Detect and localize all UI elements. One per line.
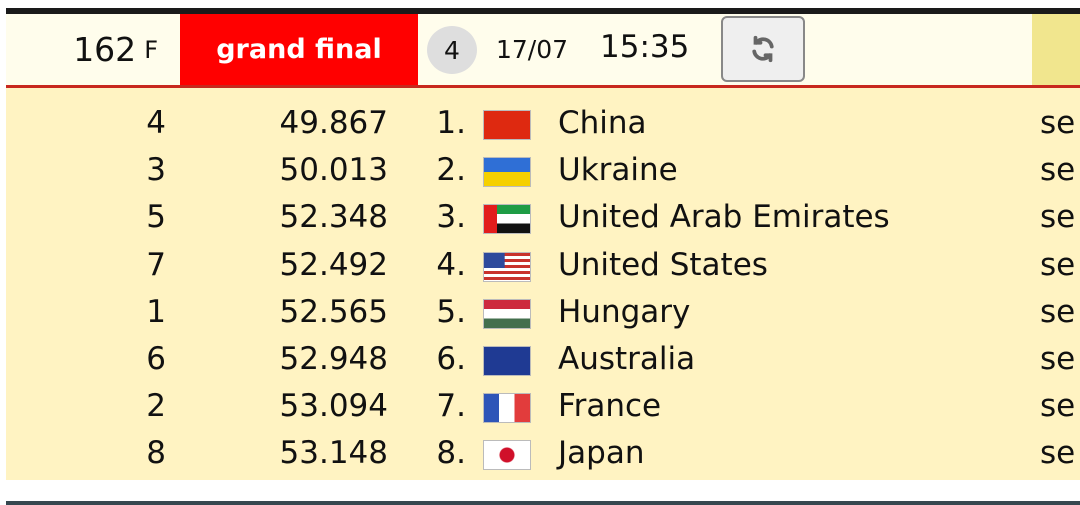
result-row[interactable]: 5 52.348 3. United Arab Emirates se xyxy=(6,194,1080,241)
result-time: 52.948 xyxy=(279,341,388,377)
result-time: 53.148 xyxy=(279,435,388,472)
country-name: France xyxy=(558,388,662,425)
rank: 5. xyxy=(436,293,466,330)
country-name: Australia xyxy=(558,341,696,377)
event-number-value: 162 xyxy=(73,30,137,69)
country-name: Hungary xyxy=(558,293,691,330)
lane-number: 3 xyxy=(146,152,166,189)
rank: 1. xyxy=(436,105,466,141)
rank: 2. xyxy=(436,152,466,189)
refresh-icon xyxy=(752,35,774,63)
result-row[interactable]: 6 52.948 6. Australia se xyxy=(6,336,1080,383)
flag-au-icon xyxy=(484,347,530,375)
rank: 6. xyxy=(436,341,466,377)
event-number: 162 F xyxy=(6,14,180,85)
row-extra: se xyxy=(1040,246,1076,283)
result-time: 49.867 xyxy=(279,105,388,141)
rank: 8. xyxy=(436,435,466,472)
heat-badge: 4 xyxy=(427,26,477,74)
race-time: 15:35 xyxy=(600,29,690,65)
round-label: grand final xyxy=(180,14,418,85)
result-time: 50.013 xyxy=(279,152,388,189)
result-row[interactable]: 7 52.492 4. United States se xyxy=(6,242,1080,289)
lane-number: 2 xyxy=(146,388,166,425)
result-time: 53.094 xyxy=(279,388,388,425)
result-row[interactable]: 8 53.148 8. Japan se xyxy=(6,430,1080,477)
country-name: Japan xyxy=(558,435,645,472)
result-row[interactable]: 1 52.565 5. Hungary se xyxy=(6,289,1080,336)
event-suffix: F xyxy=(144,35,158,64)
rank: 7. xyxy=(436,388,466,425)
flag-jp-icon xyxy=(484,441,530,470)
result-row[interactable]: 3 50.013 2. Ukraine se xyxy=(6,147,1080,194)
country-name: United States xyxy=(558,246,768,283)
lane-number: 6 xyxy=(146,341,166,377)
result-time: 52.348 xyxy=(279,199,388,236)
lane-number: 5 xyxy=(146,199,166,236)
bottom-divider xyxy=(6,501,1080,505)
flag-hu-icon xyxy=(484,299,530,328)
country-name: China xyxy=(558,105,647,141)
lane-number: 7 xyxy=(146,246,166,283)
row-extra: se xyxy=(1040,293,1076,330)
header-extra-cell xyxy=(1032,14,1080,85)
rank: 4. xyxy=(436,246,466,283)
result-row[interactable]: 4 49.867 1. China se xyxy=(6,100,1080,147)
result-time: 52.565 xyxy=(279,293,388,330)
race-header: 162 F grand final 4 17/07 15:35 xyxy=(6,14,1080,88)
country-name: United Arab Emirates xyxy=(558,199,890,236)
row-extra: se xyxy=(1040,152,1076,189)
flag-us-icon xyxy=(484,252,530,281)
lane-number: 1 xyxy=(146,293,166,330)
flag-fr-icon xyxy=(484,394,530,423)
result-time: 52.492 xyxy=(279,246,388,283)
row-extra: se xyxy=(1040,435,1076,472)
rank: 3. xyxy=(436,199,466,236)
result-row[interactable]: 2 53.094 7. France se xyxy=(6,383,1080,430)
flag-cn-icon xyxy=(484,111,530,139)
row-extra: se xyxy=(1040,105,1076,141)
top-bar xyxy=(6,8,1080,14)
country-name: Ukraine xyxy=(558,152,678,189)
row-extra: se xyxy=(1040,388,1076,425)
lane-number: 8 xyxy=(146,435,166,472)
lane-number: 4 xyxy=(146,105,166,141)
flag-ua-icon xyxy=(484,158,530,187)
flag-ae-icon xyxy=(484,205,530,234)
race-date: 17/07 xyxy=(496,35,569,64)
row-extra: se xyxy=(1040,341,1076,377)
refresh-button[interactable] xyxy=(721,16,805,82)
row-extra: se xyxy=(1040,199,1076,236)
results-table: 4 49.867 1. China se 3 50.013 2. Ukraine se 5 52.34… xyxy=(6,88,1080,480)
